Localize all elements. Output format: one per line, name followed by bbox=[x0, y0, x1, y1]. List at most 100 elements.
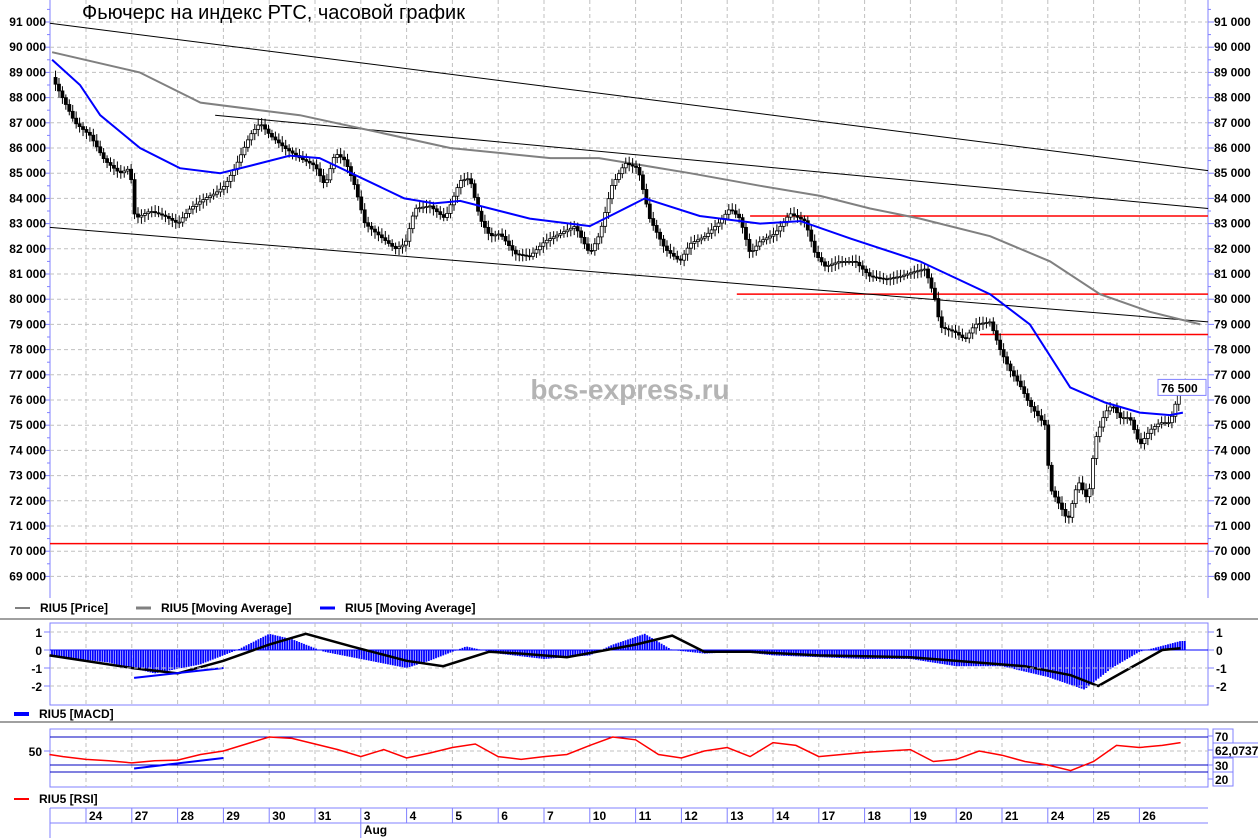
macd-y-label-right: -2 bbox=[1216, 680, 1227, 694]
date-label: 29 bbox=[226, 809, 240, 823]
rsi-trend-line bbox=[133, 757, 224, 770]
candle-body bbox=[908, 272, 913, 275]
candle-body bbox=[1118, 412, 1123, 419]
y-tick-label-right: 74 000 bbox=[1214, 443, 1251, 457]
date-axis: 24 27 28 29 30 31 3 4 5 6 7 10 11 12 13 14 17 18 19 20 21 24 2… bbox=[49, 807, 1208, 838]
candle-body bbox=[881, 277, 886, 280]
rsi-value-label: 30 bbox=[1215, 759, 1229, 773]
macd-panel-frame bbox=[49, 622, 1209, 706]
candle-body bbox=[699, 237, 704, 241]
candle-body bbox=[1070, 503, 1075, 518]
candle-body bbox=[153, 211, 158, 214]
candle-body bbox=[616, 173, 621, 180]
date-label: 4 bbox=[410, 809, 417, 823]
date-label: 25 bbox=[1097, 809, 1111, 823]
candle-body bbox=[379, 234, 384, 239]
candle-body bbox=[840, 260, 845, 263]
candle-body bbox=[407, 228, 412, 242]
candle-body bbox=[421, 206, 425, 209]
date-label: 14 bbox=[776, 809, 790, 823]
candle-body bbox=[555, 234, 559, 238]
candle-body bbox=[404, 240, 408, 246]
candle-body bbox=[462, 179, 467, 182]
candle-body bbox=[675, 255, 680, 260]
date-label: 24 bbox=[1051, 809, 1065, 823]
last-price-box bbox=[1157, 378, 1207, 396]
candle-body bbox=[510, 245, 515, 251]
candle-body bbox=[469, 178, 474, 185]
y-tick-label-left: 78 000 bbox=[9, 343, 46, 357]
candle-body bbox=[1056, 496, 1061, 504]
candle-body bbox=[228, 174, 233, 182]
candle-body bbox=[304, 159, 309, 162]
rsi-value-label: 20 bbox=[1215, 773, 1229, 787]
candle-body bbox=[689, 242, 693, 249]
candle-body bbox=[1084, 489, 1088, 498]
y-tick-label-right: 82 000 bbox=[1214, 242, 1251, 256]
candle-body bbox=[816, 251, 821, 258]
trend-line bbox=[49, 226, 1209, 323]
candle-body bbox=[256, 124, 261, 130]
candle-body bbox=[809, 229, 814, 242]
y-tick-label-right: 73 000 bbox=[1214, 469, 1251, 483]
candle-body bbox=[1015, 375, 1020, 382]
candle-body bbox=[737, 213, 742, 219]
candle-body bbox=[91, 134, 96, 142]
rsi-legend-label: RIU5 [RSI] bbox=[39, 792, 98, 806]
candle-body bbox=[702, 236, 707, 239]
candle-body bbox=[544, 239, 549, 244]
candle-body bbox=[1139, 438, 1143, 445]
candle-body bbox=[750, 250, 755, 252]
candle-body bbox=[878, 277, 882, 279]
candle-body bbox=[60, 90, 65, 99]
candle-body bbox=[592, 243, 597, 252]
y-tick-label-left: 71 000 bbox=[9, 519, 46, 533]
candle-body bbox=[218, 188, 223, 193]
y-tick-label-left: 84 000 bbox=[9, 191, 46, 205]
candle-body bbox=[671, 252, 676, 257]
candle-body bbox=[448, 204, 453, 214]
candle-body bbox=[493, 234, 498, 237]
candle-body bbox=[1159, 422, 1164, 425]
y-tick-label-left: 74 000 bbox=[9, 443, 46, 457]
candle-body bbox=[1042, 419, 1047, 426]
candle-body bbox=[620, 167, 625, 175]
y-tick-label-right: 83 000 bbox=[1214, 217, 1251, 231]
candle-body bbox=[184, 213, 188, 219]
y-tick-label-right: 71 000 bbox=[1214, 519, 1251, 533]
date-label: 12 bbox=[684, 809, 698, 823]
macd-y-label-left: -1 bbox=[31, 662, 42, 676]
macd-signal-line bbox=[49, 632, 1181, 688]
candle-body bbox=[768, 235, 772, 239]
candle-body bbox=[826, 264, 831, 267]
candle-body bbox=[397, 246, 401, 249]
slow-moving-average-line bbox=[51, 51, 1201, 326]
candle-body bbox=[888, 277, 893, 280]
candle-body bbox=[1149, 428, 1154, 434]
candle-body bbox=[692, 241, 697, 244]
candle-body bbox=[1091, 458, 1095, 490]
candle-body bbox=[579, 230, 583, 238]
candle-body bbox=[1094, 436, 1099, 459]
candle-body bbox=[53, 77, 58, 85]
candle-body bbox=[410, 215, 415, 230]
candle-body bbox=[531, 252, 535, 257]
date-label: 21 bbox=[1005, 809, 1019, 823]
macd-y-label-right: 1 bbox=[1216, 626, 1223, 640]
candle-body bbox=[685, 247, 690, 255]
candle-body bbox=[761, 239, 766, 243]
candle-body bbox=[950, 329, 954, 332]
candle-body bbox=[1097, 426, 1102, 437]
candle-body bbox=[428, 205, 432, 208]
candle-body bbox=[833, 262, 838, 265]
candle-body bbox=[864, 268, 869, 274]
candle-body bbox=[716, 222, 721, 227]
candle-body bbox=[654, 225, 659, 233]
candle-body bbox=[349, 166, 353, 177]
candle-body bbox=[586, 243, 590, 251]
date-label: 24 bbox=[89, 809, 103, 823]
last-price-label: 76 500 bbox=[1161, 381, 1198, 395]
candle-body bbox=[565, 229, 570, 233]
y-tick-label-left: 85 000 bbox=[9, 166, 46, 180]
